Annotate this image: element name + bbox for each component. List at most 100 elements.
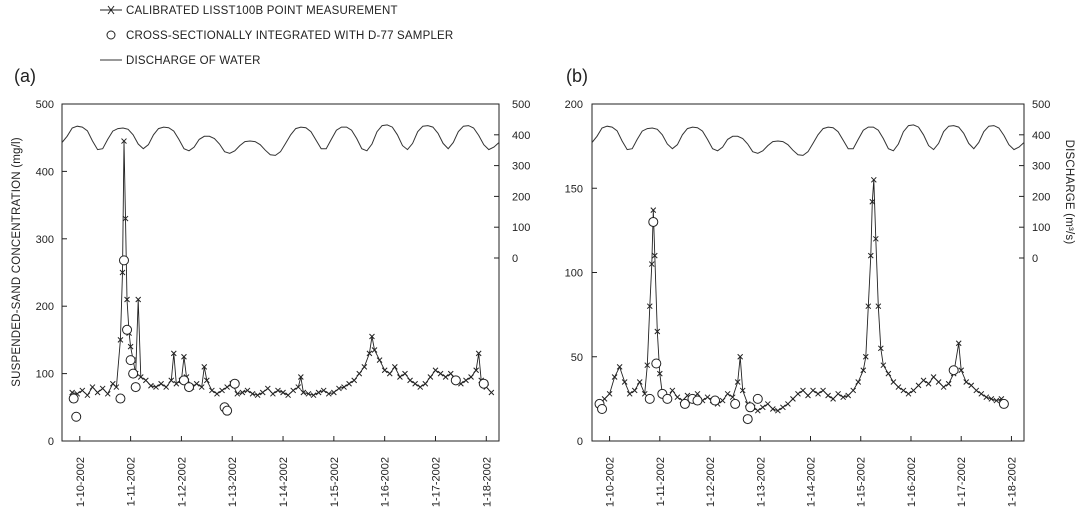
lisst-point [795, 390, 801, 397]
lisst-point [621, 379, 628, 385]
d77-point [71, 411, 82, 422]
d77-point [730, 398, 741, 409]
lisst-point [113, 384, 120, 390]
lisst-point [239, 389, 246, 396]
lisst-point [432, 367, 439, 374]
lisst-point [181, 353, 187, 360]
lisst-point [285, 392, 291, 399]
lisst-point [447, 370, 454, 377]
y-tick-label: 100 [565, 268, 583, 280]
d77-point [128, 368, 139, 379]
y2-tick-label: 300 [512, 161, 530, 173]
legend-d77-label: CROSS-SECTIONALLY INTEGRATED WITH D-77 S… [126, 30, 453, 42]
lisst-point [244, 387, 251, 394]
panel-a-discharge-layer [61, 124, 500, 156]
panel-b-lisst-layer [596, 176, 1005, 414]
lisst-point [790, 396, 796, 402]
lisst-point [646, 303, 653, 310]
lisst-point [648, 261, 655, 267]
lisst-point [910, 387, 917, 394]
lisst-point [993, 397, 1000, 404]
lisst-point [295, 384, 302, 390]
lisst-point [193, 380, 200, 387]
lisst-point [366, 350, 373, 357]
lisst-point [729, 394, 736, 401]
y-tick-label: 300 [36, 234, 54, 246]
lisst-point [361, 364, 368, 370]
y2-tick-label: 100 [1032, 222, 1050, 234]
lisst-point [920, 377, 927, 384]
lisst-point [905, 390, 912, 397]
lisst-point [442, 374, 449, 380]
lisst-point [820, 387, 826, 394]
panel-b-discharge-layer [591, 124, 1025, 156]
y2-tick-label: 200 [1032, 191, 1050, 203]
x-tick-label: 1-15-2002 [856, 457, 868, 507]
y2-tick-label: 500 [512, 99, 530, 111]
lisst-point [153, 384, 159, 390]
lisst-point [170, 350, 177, 357]
panel-b-frame [591, 103, 1025, 442]
d77-point [122, 324, 133, 335]
lisst-line [72, 141, 492, 396]
lisst-point [724, 390, 731, 397]
lisst-point [636, 379, 643, 385]
y2-tick-label: 0 [1032, 253, 1038, 265]
lisst-point [163, 384, 170, 390]
x-tick-label: 1-17-2002 [430, 457, 442, 507]
panel-b-ticks: 0 50 100 150 200 0 100 200 300 400 500 1-10-2002 1-1… [565, 99, 1051, 507]
panel-b: (b) DISCHARGE (m³/s) 0 50 100 150 200 0 100 200… [565, 66, 1075, 507]
lisst-point [234, 390, 241, 397]
x-tick-label: 1-18-2002 [481, 457, 493, 507]
lisst-point [168, 377, 175, 384]
lisst-point [968, 382, 975, 389]
lisst-point [397, 374, 403, 380]
x-tick-label: 1-17-2002 [956, 457, 968, 507]
lisst-point [875, 303, 882, 310]
lisst-point [121, 138, 127, 144]
lisst-point [900, 387, 907, 394]
lisst-point [473, 367, 479, 374]
d77-point [692, 395, 703, 406]
lisst-point [214, 390, 220, 397]
x-tick-label: 1-14-2002 [806, 457, 818, 507]
lisst-point [963, 379, 970, 385]
x-tick-label: 1-15-2002 [329, 457, 341, 507]
lisst-point [830, 396, 836, 402]
lisst-point [606, 390, 613, 397]
lisst-point [369, 333, 375, 340]
legend-lisst-label: CALIBRATED LISST100B POINT MEASUREMENT [126, 5, 398, 17]
lisst-point [254, 392, 261, 399]
lisst-point [935, 379, 942, 385]
panel-b-label: (b) [566, 66, 588, 86]
lisst-point [203, 377, 210, 384]
lisst-point [468, 374, 474, 380]
lisst-point [356, 370, 363, 377]
y-tick-label: 100 [36, 369, 54, 381]
lisst-point [930, 374, 937, 380]
panel-b-circle-layer [594, 216, 1009, 425]
lisst-point [402, 370, 408, 377]
lisst-point [315, 389, 322, 396]
legend-lisst-marker [100, 5, 122, 15]
d77-point [662, 393, 673, 404]
lisst-point [417, 384, 424, 390]
lisst-point [815, 390, 821, 397]
x-tick-label: 1-14-2002 [278, 457, 290, 507]
lisst-point [704, 394, 711, 401]
lisst-point [331, 389, 337, 396]
lisst-point [785, 401, 791, 407]
d77-point [229, 378, 240, 389]
lisst-point [137, 374, 144, 380]
lisst-point [124, 296, 130, 303]
lisst-point [142, 377, 149, 384]
lisst-point [305, 390, 312, 397]
lisst-point [855, 379, 862, 385]
lisst-point [850, 387, 857, 394]
y2-tick-label: 400 [1032, 130, 1050, 142]
x-tick-label: 1-11-2002 [655, 457, 667, 506]
x-tick-label: 1-16-2002 [906, 457, 918, 507]
lisst-point [880, 362, 887, 369]
lisst-point [325, 390, 332, 397]
